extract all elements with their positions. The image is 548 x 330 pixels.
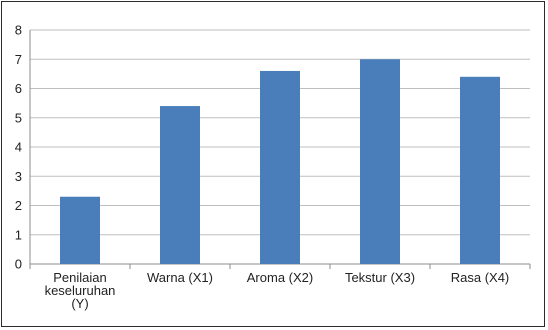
y-tick-label: 5 <box>15 110 22 125</box>
x-tick-label: Rasa (X4) <box>451 270 510 285</box>
bar <box>360 59 400 264</box>
bar <box>60 196 100 264</box>
y-tick-label: 2 <box>15 198 22 213</box>
x-tick-label: Penilaian <box>53 270 107 285</box>
x-tick-label: Aroma (X2) <box>247 270 313 285</box>
x-tick-label: Tekstur (X3) <box>345 270 415 285</box>
bar <box>260 70 300 264</box>
bar <box>460 76 500 264</box>
y-tick-label: 8 <box>15 23 22 38</box>
x-tick-label: Warna (X1) <box>147 270 213 285</box>
y-tick-label: 1 <box>15 227 22 242</box>
y-tick-label: 6 <box>15 81 22 96</box>
y-tick-label: 7 <box>15 52 22 67</box>
x-tick-label: (Y) <box>71 296 88 311</box>
y-tick-label: 0 <box>15 257 22 272</box>
y-tick-label: 3 <box>15 169 22 184</box>
bar <box>160 106 200 264</box>
x-tick-label: keseluruhan <box>45 283 116 298</box>
y-tick-label: 4 <box>15 140 22 155</box>
